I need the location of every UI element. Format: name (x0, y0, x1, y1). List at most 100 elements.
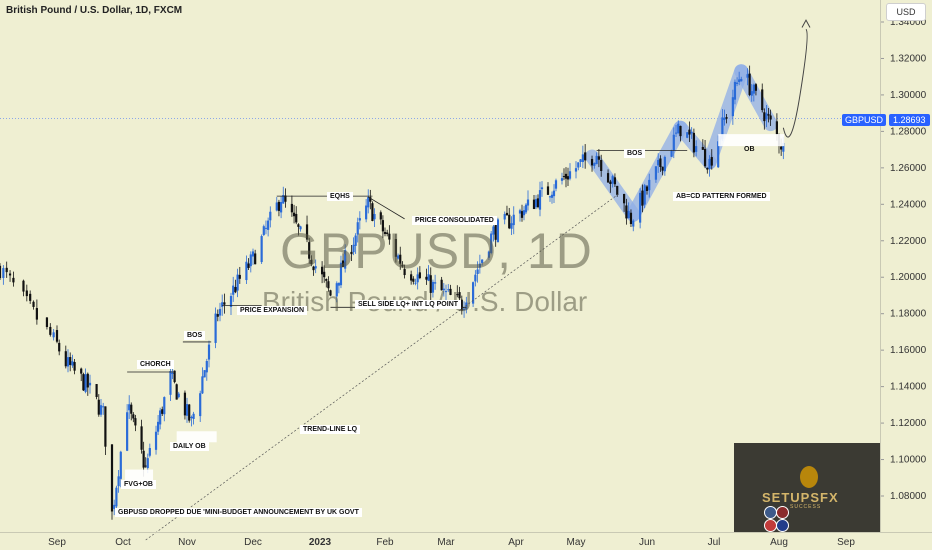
candle-body (119, 451, 122, 479)
candle-body (692, 132, 695, 153)
y-tick-label: 1.22000 (890, 236, 927, 247)
candle-body (234, 287, 237, 293)
candle-body (297, 224, 300, 227)
candle-body (388, 233, 391, 240)
candle-body (305, 224, 309, 240)
candle-body (703, 148, 707, 167)
candle-body (86, 373, 89, 388)
candle-body (29, 293, 32, 301)
x-tick-label: Aug (770, 537, 788, 548)
candle-body (183, 392, 187, 416)
candle-body (140, 426, 143, 450)
candle-body (449, 288, 452, 295)
candle-body (218, 308, 222, 316)
candle-body (245, 261, 248, 281)
candle-body (708, 158, 711, 169)
candle-body (173, 370, 176, 383)
candle-body (654, 166, 658, 180)
candle-body (148, 448, 151, 456)
candle-body (267, 220, 270, 230)
candle-body (639, 192, 642, 223)
candle-body (581, 154, 584, 163)
candle-body (207, 344, 211, 360)
candle-body (641, 190, 644, 206)
brand-name: SETUPSFX (762, 490, 839, 505)
candle-body (723, 117, 726, 120)
candle-body (269, 211, 272, 221)
y-tick-label: 1.20000 (890, 272, 927, 283)
x-tick-label: Oct (115, 537, 131, 548)
candle-body (262, 226, 265, 235)
candle-body (748, 73, 751, 95)
candle-body (492, 226, 495, 235)
candle-body (579, 159, 582, 162)
candle-body (350, 251, 353, 255)
candle-body (520, 211, 524, 218)
ob-box (718, 134, 785, 147)
candle-body (323, 271, 326, 278)
y-tick-label: 1.18000 (890, 309, 927, 320)
candle-body (462, 308, 466, 311)
candle-body (663, 156, 666, 172)
candle-body (481, 259, 484, 263)
abcd-highlight-segment (702, 64, 749, 170)
candle-body (735, 82, 739, 84)
candle-body (310, 259, 313, 265)
candle-body (613, 177, 617, 185)
candle-body (648, 179, 651, 191)
candle-body (460, 299, 463, 311)
candle-body (661, 166, 664, 171)
candle-body (110, 444, 114, 512)
candle-body (538, 190, 542, 210)
ob-label: OB (744, 146, 755, 153)
candle-body (45, 317, 49, 327)
candle-body (775, 121, 779, 135)
candle-body (746, 74, 749, 78)
candle-body (320, 266, 324, 275)
abcd-label: AB=CD PATTERN FORMED (673, 192, 770, 201)
candle-body (595, 155, 598, 165)
consolidation-line (368, 196, 405, 220)
y-tick-label: 1.32000 (890, 53, 927, 64)
candle-body (290, 203, 294, 213)
candle-body (175, 384, 178, 400)
candle-body (369, 197, 372, 202)
candle-body (540, 187, 544, 190)
candle-body (128, 404, 131, 411)
candle-body (510, 223, 513, 229)
candle-body (738, 79, 741, 82)
candle-body (335, 283, 338, 297)
x-tick-label: Nov (178, 537, 196, 548)
candle-body (52, 332, 55, 338)
candle-body (427, 274, 430, 281)
candle-body (674, 132, 678, 134)
candle-body (159, 410, 162, 425)
y-tick-label: 1.10000 (890, 455, 927, 466)
candle-body (532, 199, 536, 209)
candle-body (431, 281, 435, 293)
globe-icon (776, 506, 789, 519)
candle-body (232, 285, 235, 295)
x-tick-label: Sep (48, 537, 66, 548)
candle-body (279, 202, 283, 213)
candle-body (188, 404, 191, 421)
candle-body (73, 362, 76, 371)
candle-body (177, 393, 180, 398)
candle-body (216, 314, 219, 317)
candle-body (412, 278, 415, 282)
candle-body (55, 330, 59, 342)
candle-body (308, 242, 311, 259)
candle-body (69, 357, 72, 365)
y-tick-label: 1.08000 (890, 491, 927, 502)
candle-body (0, 265, 2, 279)
x-tick-label: Apr (508, 537, 524, 548)
currency-button[interactable]: USD (886, 3, 926, 21)
candle-body (161, 409, 164, 414)
candle-body (373, 214, 376, 220)
candle-body (352, 244, 355, 253)
candle-body (447, 289, 450, 291)
candle-body (386, 232, 389, 235)
candle-body (203, 370, 206, 378)
candle-body (566, 176, 570, 180)
